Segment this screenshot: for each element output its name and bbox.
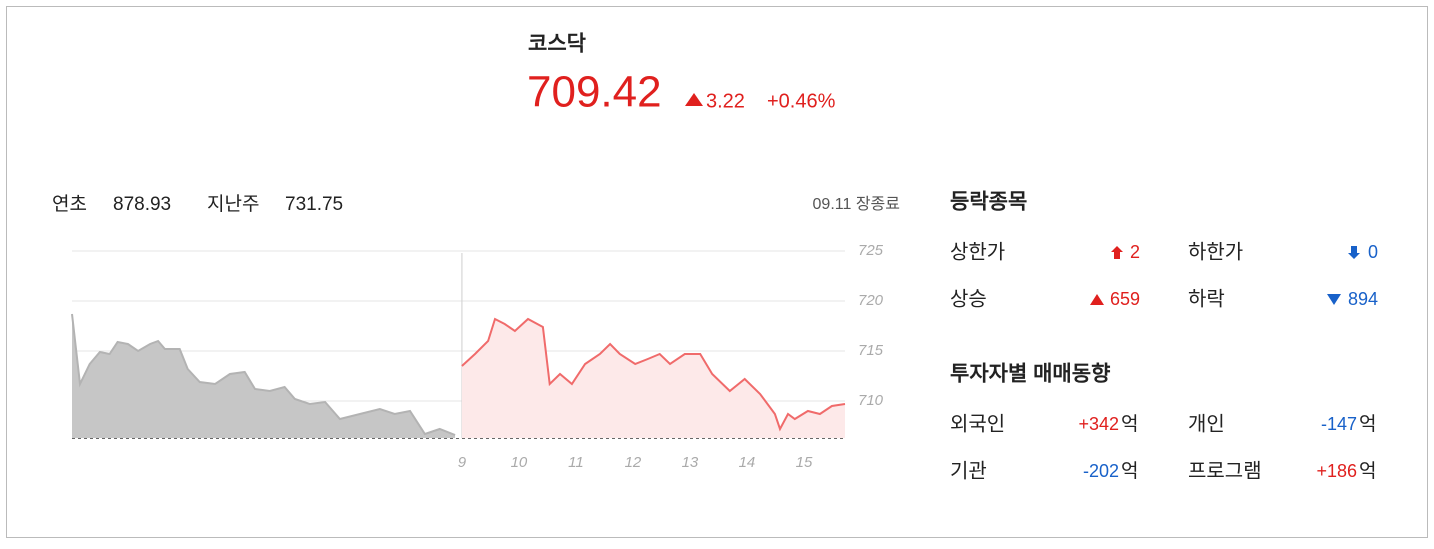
y-tick-label: 720: [858, 292, 884, 309]
y-tick-label: 725: [858, 242, 884, 259]
price: 709.42: [527, 68, 662, 117]
advance-label: 상승: [950, 287, 987, 310]
upper-limit: 2: [1130, 242, 1140, 262]
last-week-label: 지난주: [207, 193, 259, 215]
advance: 659: [1110, 289, 1140, 309]
frame: [6, 6, 1428, 538]
investors-title: 투자자별 매매동향: [950, 362, 1110, 386]
last-week-value: 731.75: [285, 194, 343, 215]
lower-limit-label: 하한가: [1188, 240, 1243, 263]
x-tick-label: 14: [739, 454, 756, 471]
x-tick-label: 11: [568, 454, 584, 471]
down-arrow: [1348, 246, 1360, 259]
line: [71, 313, 456, 436]
unit: 억: [1359, 460, 1376, 482]
foreign: +342: [1078, 414, 1119, 434]
y-tick-label: 715: [858, 342, 884, 359]
up-arrow: [1111, 246, 1123, 259]
unit: 억: [1121, 413, 1138, 435]
up-triangle: [1090, 294, 1104, 305]
down-triangle: [1327, 294, 1341, 305]
upper-limit-label: 상한가: [950, 240, 1005, 263]
unit: 억: [1121, 460, 1138, 482]
individual: -147: [1321, 414, 1357, 434]
ytd-value: 878.93: [113, 194, 171, 215]
chart: 710 715 720 725 9 10 11 12 13 14 15: [71, 242, 884, 471]
foreign-label: 외국인: [950, 412, 1005, 435]
area: [72, 314, 456, 438]
index-name: 코스닥: [528, 33, 586, 56]
line: [461, 317, 846, 432]
ytd-label: 연초: [52, 193, 87, 215]
decline-label: 하락: [1188, 287, 1225, 310]
unit: 억: [1359, 413, 1376, 435]
area: [461, 319, 845, 438]
x-tick-label: 13: [682, 454, 699, 471]
breadth-title: 등락종목: [950, 191, 1027, 214]
x-tick-label: 15: [796, 454, 813, 471]
market-status: 09.11 장종료: [813, 195, 900, 213]
program-label: 프로그램: [1188, 459, 1262, 482]
change-pct: +0.46%: [767, 90, 836, 112]
individual-label: 개인: [1188, 412, 1225, 435]
program: +186: [1316, 461, 1357, 481]
lower-limit: 0: [1368, 242, 1378, 262]
y-tick-label: 710: [858, 392, 884, 409]
x-tick-label: 9: [458, 454, 467, 471]
up-triangle: [685, 93, 703, 106]
decline: 894: [1348, 289, 1378, 309]
x-tick-label: 10: [511, 454, 528, 471]
institution: -202: [1083, 461, 1119, 481]
change: 3.22: [706, 90, 745, 112]
x-tick-label: 12: [625, 454, 642, 471]
institution-label: 기관: [950, 459, 987, 482]
